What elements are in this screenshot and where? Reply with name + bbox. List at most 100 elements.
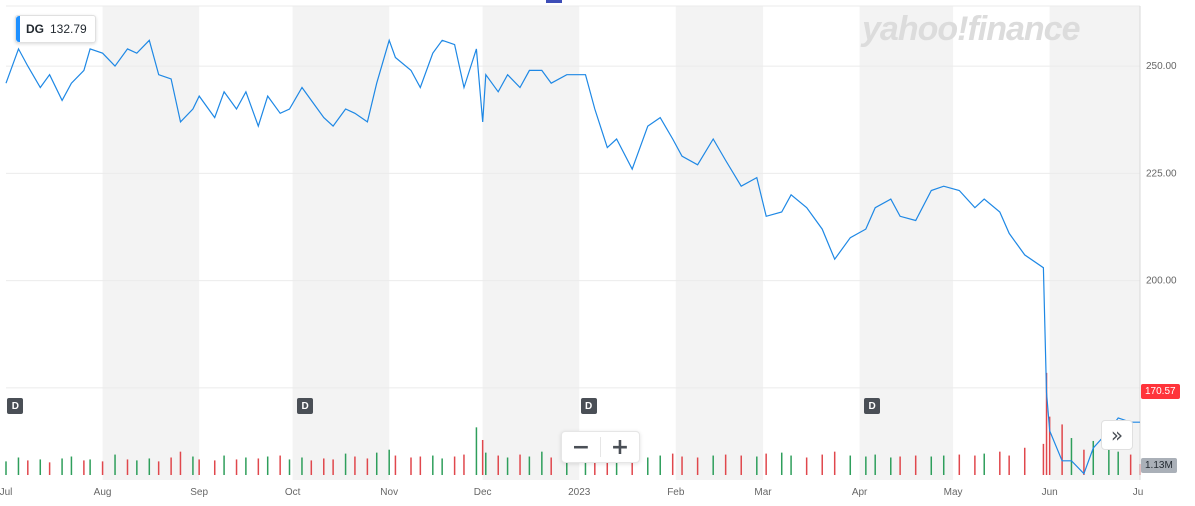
volume-bar xyxy=(780,452,783,475)
x-tick-label: Feb xyxy=(667,487,685,498)
volume-bar xyxy=(974,455,976,475)
volume-bar xyxy=(671,453,674,475)
volume-bar xyxy=(136,460,138,475)
x-tick-label: Jul xyxy=(0,487,12,498)
volume-bar xyxy=(740,455,742,475)
y-tick-label: 250.00 xyxy=(1146,61,1177,72)
volume-bar xyxy=(223,455,225,475)
zoom-divider xyxy=(600,437,601,457)
volume-bar xyxy=(1061,424,1063,475)
volume-bar xyxy=(89,459,91,475)
volume-bar xyxy=(170,457,172,475)
volume-bar xyxy=(213,460,216,475)
ticker-color-swatch xyxy=(16,16,20,42)
volume-bar xyxy=(594,454,596,475)
volume-bar xyxy=(157,461,160,475)
volume-bar xyxy=(17,457,20,475)
volume-bar xyxy=(519,454,521,475)
volume-bar xyxy=(475,427,478,475)
x-tick-label: Aug xyxy=(94,487,112,498)
volume-bar xyxy=(48,462,51,475)
volume-bar xyxy=(5,461,7,475)
volume-bar xyxy=(765,453,767,475)
dividend-marker[interactable]: D xyxy=(864,398,881,414)
volume-bar xyxy=(647,457,649,475)
volume-bar xyxy=(865,456,867,475)
volume-bar xyxy=(659,455,661,475)
dividend-marker[interactable]: D xyxy=(7,398,24,414)
ticker-label[interactable]: DG 132.79 xyxy=(15,15,96,43)
volume-bar xyxy=(914,455,917,475)
volume-bar xyxy=(506,457,509,475)
volume-bar xyxy=(606,456,609,475)
volume-bar xyxy=(288,459,291,475)
volume-bar xyxy=(1023,447,1026,475)
volume-bar xyxy=(790,455,792,475)
volume-bar xyxy=(756,456,758,475)
logo-text: yahoo!finance xyxy=(862,10,1080,48)
volume-bar xyxy=(463,454,465,475)
volume-bar xyxy=(441,458,443,475)
volume-bar xyxy=(453,456,456,475)
x-tick-label: May xyxy=(944,487,963,498)
volume-bar xyxy=(1048,416,1051,475)
volume-bar xyxy=(432,455,434,475)
price-gridlines xyxy=(6,5,1140,389)
price-line xyxy=(5,38,1140,475)
ticker-price: 132.79 xyxy=(50,22,87,36)
volume-bar xyxy=(332,459,334,475)
volume-bar xyxy=(615,453,618,475)
volume-bar xyxy=(983,453,985,475)
volume-bar xyxy=(849,455,852,475)
volume-bar xyxy=(712,455,714,475)
x-tick-label: Oct xyxy=(285,487,301,498)
range-indicator xyxy=(546,0,562,3)
volume-bar xyxy=(821,454,823,475)
volume-bar xyxy=(198,459,200,475)
volume-bar xyxy=(375,452,378,475)
volume-bar xyxy=(485,452,487,475)
volume-bar xyxy=(724,454,727,475)
x-tick-label: Dec xyxy=(474,487,492,498)
volume-bar xyxy=(1108,445,1110,475)
volume-bar xyxy=(1008,455,1010,475)
expand-chart-button[interactable]: » xyxy=(1101,420,1133,450)
x-tick-label: Mar xyxy=(754,487,772,498)
dividend-marker[interactable]: D xyxy=(297,398,314,414)
x-tick-label: Apr xyxy=(852,487,868,498)
double-chevron-right-icon: » xyxy=(1110,423,1124,447)
x-tick-label: Ju xyxy=(1133,487,1144,498)
volume-bar xyxy=(101,461,104,475)
volume-bar xyxy=(310,460,313,475)
x-tick-label: Sep xyxy=(190,487,208,498)
volume-bar xyxy=(890,457,892,475)
volume-bar xyxy=(39,459,42,475)
volume-bar xyxy=(999,451,1001,475)
ticker-symbol: DG xyxy=(26,22,44,36)
volume-bar xyxy=(245,457,247,475)
volume-bar xyxy=(192,456,194,475)
volume-bar xyxy=(1070,438,1073,475)
volume-bar xyxy=(27,460,29,475)
volume-bar xyxy=(70,456,73,475)
volume-bar xyxy=(930,456,933,475)
volume-bar xyxy=(550,457,552,475)
volume-bar xyxy=(114,454,116,475)
month-band xyxy=(482,6,580,480)
dividend-marker[interactable]: D xyxy=(580,398,597,414)
volume-bar xyxy=(344,453,347,475)
zoom-out-button[interactable]: − xyxy=(571,434,591,460)
x-axis: Jul Aug Sep Oct Nov Dec 2023 Feb Mar Apr May Jun Ju xyxy=(0,487,1143,498)
volume-bar xyxy=(481,439,484,475)
zoom-in-button[interactable]: + xyxy=(610,434,630,460)
volume-bar xyxy=(497,455,499,475)
volume-bar xyxy=(874,454,876,475)
volume-bar xyxy=(584,455,587,475)
volume-bar xyxy=(1083,449,1085,475)
volume-bar xyxy=(681,456,683,475)
volume-bar xyxy=(833,451,836,475)
volume-bar xyxy=(179,451,182,475)
volume-bar xyxy=(388,449,390,475)
volume-bar xyxy=(942,455,945,475)
month-band xyxy=(1049,6,1140,480)
